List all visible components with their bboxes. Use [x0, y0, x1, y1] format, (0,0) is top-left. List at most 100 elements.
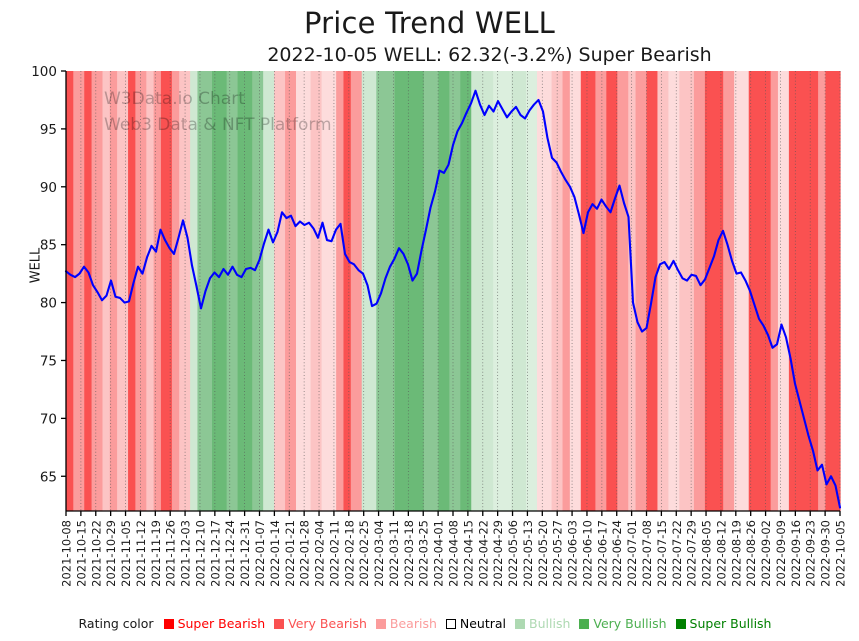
rating-band	[160, 71, 173, 511]
watermark: W3Data.io Chart Web3 Data & NFT Platform	[104, 89, 332, 135]
rating-band	[704, 71, 724, 511]
rating-band	[693, 71, 706, 511]
legend-item[interactable]: Very Bullish	[579, 616, 667, 631]
legend-item[interactable]: Neutral	[445, 616, 506, 631]
legend-item-label: Bullish	[529, 616, 571, 631]
x-tick-label: 2021-10-29	[104, 520, 118, 587]
legend-item[interactable]: Very Bearish	[274, 616, 367, 631]
x-tick-label: 2021-12-31	[238, 520, 252, 587]
x-tick-label: 2022-08-26	[744, 520, 758, 587]
legend: Rating color Super Bearish Very Bearish Be…	[0, 616, 859, 631]
legend-swatch-icon	[675, 618, 686, 629]
x-tick-label: 2022-04-01	[432, 520, 446, 587]
legend-title: Rating color	[78, 616, 154, 631]
y-tick-label: 90	[40, 180, 57, 196]
x-tick-label: 2022-04-15	[461, 520, 475, 587]
rating-band	[723, 71, 735, 511]
x-tick-label: 2021-11-12	[134, 520, 148, 587]
rating-band	[336, 71, 345, 511]
rating-band	[117, 71, 129, 511]
rating-band	[825, 71, 841, 511]
x-tick-label: 2022-09-16	[789, 520, 803, 587]
rating-band	[73, 71, 85, 511]
x-tick-label: 2022-01-14	[268, 520, 282, 587]
legend-item[interactable]: Bullish	[515, 616, 570, 631]
rating-band	[777, 71, 790, 511]
rating-band	[580, 71, 596, 511]
rating-band	[748, 71, 772, 511]
x-tick-label: 2022-03-18	[402, 520, 416, 587]
x-tick-label: 2022-07-29	[685, 520, 699, 587]
x-tick-label: 2022-07-08	[640, 520, 654, 587]
rating-band	[788, 71, 819, 511]
rating-band	[394, 71, 425, 511]
page-title: Price Trend WELL	[303, 6, 556, 40]
rating-band	[818, 71, 826, 511]
rating-band	[734, 71, 750, 511]
legend-swatch-icon	[445, 618, 456, 629]
y-tick-label: 95	[40, 122, 57, 138]
x-tick-label: 2022-05-20	[536, 520, 550, 587]
x-tick-label: 2021-11-19	[149, 520, 163, 587]
y-tick-label: 65	[40, 469, 57, 485]
x-tick-label: 2021-11-05	[119, 520, 133, 587]
price-line	[64, 89, 842, 509]
x-tick-label: 2021-10-22	[89, 520, 103, 587]
legend-item-label: Very Bearish	[288, 616, 367, 631]
legend-item-label: Bearish	[389, 616, 437, 631]
rating-band	[511, 71, 527, 511]
rating-band	[146, 71, 155, 511]
legend-swatch-icon	[375, 618, 386, 629]
x-tick-label: 2022-01-07	[253, 520, 267, 587]
legend-item[interactable]: Bearish	[375, 616, 437, 631]
rating-band	[657, 71, 670, 511]
legend-item-label: Very Bullish	[593, 616, 667, 631]
legend-item[interactable]: Super Bullish	[675, 616, 772, 631]
chart-subtitle: 2022-10-05 WELL: 62.32(-3.2%) Super Bear…	[267, 44, 712, 66]
legend-swatch-icon	[163, 618, 174, 629]
x-tick-label: 2021-12-10	[193, 520, 207, 587]
x-tick-label: 2022-01-28	[298, 520, 312, 587]
x-tick-label: 2021-11-26	[164, 520, 178, 587]
rating-band	[460, 71, 472, 511]
y-tick-label: 75	[40, 353, 57, 369]
x-tick-label: 2022-05-27	[551, 520, 565, 587]
legend-item-label: Super Bullish	[689, 616, 772, 631]
price-line-layer	[64, 89, 842, 509]
x-tick-label: 2022-03-11	[387, 520, 401, 587]
x-tick-label: 2022-04-08	[447, 520, 461, 587]
rating-band	[595, 71, 607, 511]
rating-band	[190, 71, 199, 511]
x-tick-label: 2021-10-08	[60, 520, 74, 587]
rating-band	[606, 71, 618, 511]
rating-band	[350, 71, 363, 511]
rating-band	[274, 71, 286, 511]
x-tick-label: 2022-07-01	[625, 520, 639, 587]
rating-band	[285, 71, 297, 511]
rating-band	[770, 71, 779, 511]
rating-band	[617, 71, 629, 511]
rating-band	[536, 71, 553, 511]
x-tick-label: 2022-07-22	[670, 520, 684, 587]
x-tick-label: 2022-03-04	[372, 520, 386, 587]
legend-item-label: Super Bearish	[177, 616, 266, 631]
x-tick-label: 2022-06-24	[610, 520, 624, 587]
x-tick-label: 2022-09-02	[759, 520, 773, 587]
legend-swatch-icon	[579, 618, 590, 629]
legend-item[interactable]: Super Bearish	[163, 616, 266, 631]
x-tick-label: 2022-02-18	[342, 520, 356, 587]
x-tick-label: 2022-08-12	[714, 520, 728, 587]
rating-band	[263, 71, 275, 511]
rating-band-layer	[66, 71, 841, 511]
rating-band	[423, 71, 439, 511]
rating-band	[471, 71, 494, 511]
x-tick-label: 2021-10-15	[74, 520, 88, 587]
rating-band	[551, 71, 564, 511]
rating-band	[171, 71, 180, 511]
x-tick-label: 2022-05-13	[521, 520, 535, 587]
y-tick-label: 100	[31, 64, 57, 80]
x-tick-label: 2022-02-25	[357, 520, 371, 587]
x-tick-label: 2022-04-29	[491, 520, 505, 587]
